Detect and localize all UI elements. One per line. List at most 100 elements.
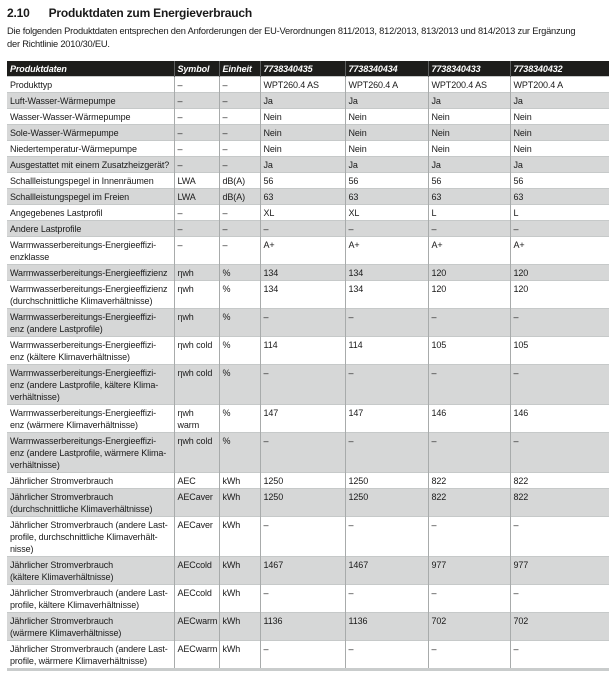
value-cell: 114 [259,336,345,365]
product-label-cell: Ausgestattet mit einem Zusatzheizgerät? [7,156,174,173]
symbol-cell: – [173,92,219,109]
value-cell: Nein [259,108,345,125]
value-cell: Nein [344,108,428,125]
value-cell: L [509,204,609,221]
value-cell: – [509,640,609,670]
value-cell: A+ [427,236,510,265]
value-cell: – [344,432,428,473]
table-row: Jährlicher Stromverbrauch (kältere Klima… [7,556,609,585]
table-row: Sole-Wasser-Wärmepumpe – – Nein Nein Nein Nein [7,124,609,141]
table-row: Warmwasserbereitungs-Energieeffizi- enz … [7,336,609,365]
column-header-produktdaten: Produktdaten [7,61,174,77]
unit-cell: kWh [218,472,260,489]
table-row: Warmwasserbereitungs-Energieeffizi- enz … [7,308,609,337]
symbol-cell: LWA [173,172,219,189]
unit-cell: kWh [218,488,260,517]
unit-cell: – [218,76,260,93]
table-row: Jährlicher Stromverbrauch (wärmere Klima… [7,612,609,641]
column-header-product-1: 7738340435 [259,61,345,77]
product-label-cell: Andere Lastprofile [7,220,174,237]
value-cell: – [509,516,609,557]
value-cell: 977 [427,556,510,585]
value-cell: 120 [509,264,609,281]
section-heading: 2.10 Produktdaten zum Energieverbrauch [7,6,608,20]
value-cell: Ja [509,92,609,109]
value-cell: 1250 [344,472,428,489]
value-cell: Nein [259,124,345,141]
table-header: Produktdaten Symbol Einheit 7738340435 7… [7,61,609,77]
unit-cell: – [218,108,260,125]
value-cell: 56 [344,172,428,189]
value-cell: Nein [509,108,609,125]
product-label-cell: Jährlicher Stromverbrauch [7,472,174,489]
value-cell: 114 [344,336,428,365]
value-cell: – [509,584,609,613]
unit-cell: – [218,92,260,109]
value-cell: 147 [344,404,428,433]
unit-cell: % [218,308,260,337]
value-cell: – [259,584,345,613]
symbol-cell: AECaver [173,516,219,557]
product-label-cell: Luft-Wasser-Wärmepumpe [7,92,174,109]
value-cell: 63 [509,188,609,205]
symbol-cell: ηwh cold [173,432,219,473]
product-label-cell: Warmwasserbereitungs-Energieeffizienz (d… [7,280,174,309]
column-header-product-4: 7738340432 [509,61,609,77]
page-title: Produktdaten zum Energieverbrauch [48,6,253,20]
product-label-cell: Warmwasserbereitungs-Energieeffizi- enz … [7,308,174,337]
unit-cell: % [218,404,260,433]
table-row: Jährlicher Stromverbrauch AEC kWh 1250 1250 8… [7,472,609,489]
value-cell: 134 [344,280,428,309]
table-row: Jährlicher Stromverbrauch (andere Last- … [7,640,609,670]
product-label-cell: Niedertemperatur-Wärmepumpe [7,140,174,157]
value-cell: – [259,432,345,473]
value-cell: A+ [509,236,609,265]
symbol-cell: – [173,140,219,157]
value-cell: Ja [344,92,428,109]
symbol-cell: – [173,204,219,221]
column-header-product-2: 7738340434 [344,61,428,77]
table-row: Warmwasserbereitungs-Energieeffizi- enz … [7,404,609,433]
table-row: Niedertemperatur-Wärmepumpe – – Nein Nein Nei… [7,140,609,157]
value-cell: 146 [427,404,510,433]
unit-cell: % [218,336,260,365]
value-cell: 977 [509,556,609,585]
value-cell: – [344,220,428,237]
value-cell: Nein [344,124,428,141]
value-cell: 1136 [344,612,428,641]
unit-cell: – [218,236,260,265]
column-header-symbol: Symbol [173,61,219,77]
value-cell: WPT200.4 A [509,76,609,93]
table-row: Ausgestattet mit einem Zusatzheizgerät? –… [7,156,609,173]
symbol-cell: ηwh [173,308,219,337]
table-row: Jährlicher Stromverbrauch (durchschnittl… [7,488,609,517]
value-cell: 56 [509,172,609,189]
value-cell: – [259,516,345,557]
value-cell: 120 [509,280,609,309]
value-cell: 63 [259,188,345,205]
symbol-cell: AECwarm [173,612,219,641]
product-label-cell: Schallleistungspegel in Innenräumen [7,172,174,189]
symbol-cell: – [173,156,219,173]
value-cell: Ja [427,156,510,173]
table-body: Produkttyp – – WPT260.4 AS WPT260.4 A WPT200.… [7,76,609,670]
symbol-cell: ηwh cold [173,336,219,365]
value-cell: 822 [427,472,510,489]
symbol-cell: – [173,220,219,237]
section-number: 2.10 [7,6,30,20]
product-label-cell: Jährlicher Stromverbrauch (durchschnittl… [7,488,174,517]
value-cell: Ja [344,156,428,173]
product-label-cell: Warmwasserbereitungs-Energieeffizienz [7,264,174,281]
value-cell: 56 [259,172,345,189]
symbol-cell: ηwh warm [173,404,219,433]
symbol-cell: – [173,108,219,125]
value-cell: – [427,432,510,473]
unit-cell: kWh [218,612,260,641]
table-row: Warmwasserbereitungs-Energieeffizi- enzk… [7,236,609,265]
table-row: Luft-Wasser-Wärmepumpe – – Ja Ja Ja Ja [7,92,609,109]
unit-cell: % [218,264,260,281]
symbol-cell: ηwh [173,264,219,281]
table-row: Jährlicher Stromverbrauch (andere Last- … [7,516,609,557]
unit-cell: kWh [218,584,260,613]
table-row: Schallleistungspegel im Freien LWA dB(A) 63… [7,188,609,205]
